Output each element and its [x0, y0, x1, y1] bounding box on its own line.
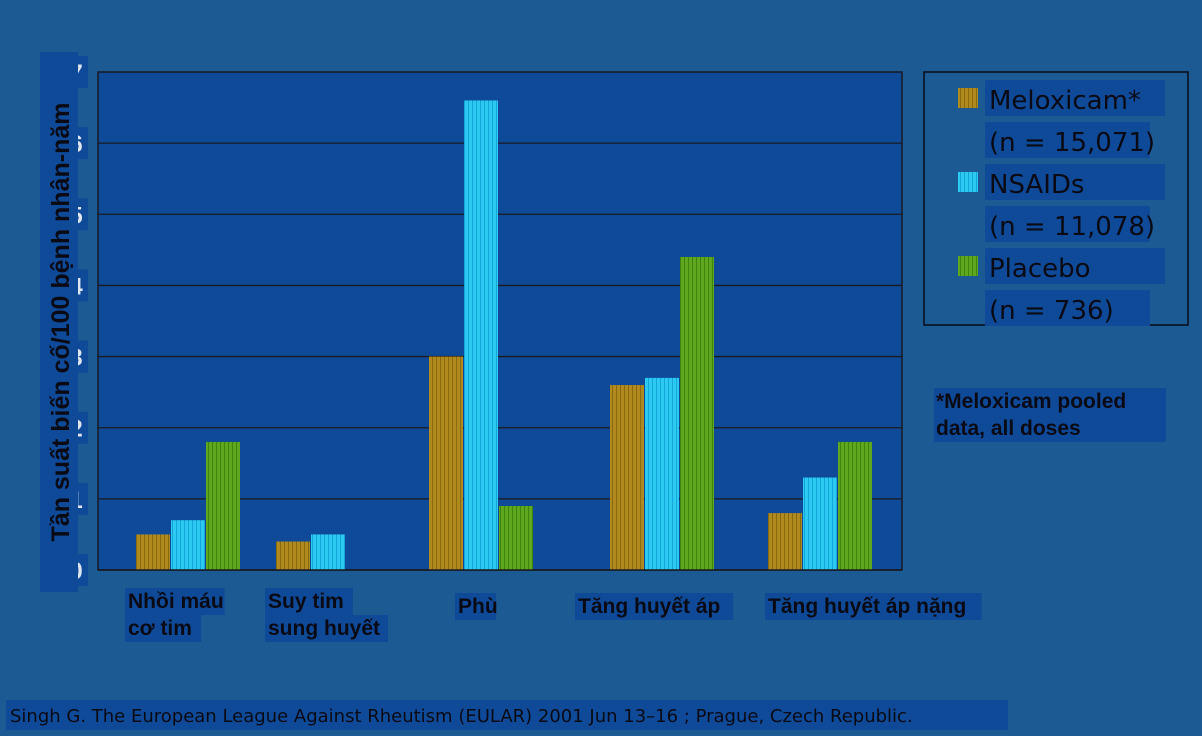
legend-n-meloxicam: (n = 15,071) — [989, 128, 1155, 158]
citation: Singh G. The European League Against Rhe… — [10, 706, 913, 727]
bar-meloxicam-cat-4 — [610, 385, 644, 570]
category-label: Nhồi máu — [128, 590, 224, 613]
bar-placebo-cat-4 — [680, 256, 714, 570]
y-axis-label: Tần suất biến cố/100 bệnh nhân-năm — [47, 103, 75, 542]
legend-label-placebo: Placebo — [989, 254, 1091, 284]
bars-group — [136, 100, 872, 570]
bar-meloxicam-cat-5 — [768, 513, 802, 570]
footnote-line-2: data, all doses — [936, 417, 1081, 440]
bar-nsaids-cat-5 — [803, 477, 837, 570]
legend-name-highlight — [985, 248, 1165, 284]
bar-meloxicam-cat-3 — [429, 356, 463, 570]
category-label: cơ tim — [128, 617, 192, 640]
legend-label-meloxicam: Meloxicam* — [989, 86, 1141, 116]
category-label: sung huyết — [268, 617, 380, 640]
bar-nsaids-cat-3 — [464, 100, 498, 570]
legend-swatch-meloxicam — [958, 88, 978, 108]
legend-n-placebo: (n = 736) — [989, 296, 1114, 326]
category-label: Tăng huyết áp nặng — [768, 595, 966, 618]
y-axis-label-highlight — [40, 52, 78, 592]
category-label-highlight — [455, 593, 497, 620]
footnote-highlight — [934, 388, 1166, 442]
category-label-highlight — [125, 588, 225, 615]
bar-meloxicam-cat-1 — [136, 534, 170, 570]
legend-label-nsaids: NSAIDs — [989, 170, 1084, 200]
legend-name-highlight — [985, 164, 1165, 200]
legend-swatch-placebo — [958, 256, 978, 276]
category-label-highlight — [265, 615, 388, 642]
category-label-highlight — [265, 588, 353, 615]
bar-nsaids-cat-2 — [311, 534, 345, 570]
bar-nsaids-cat-1 — [171, 520, 205, 570]
footnote-line-1: *Meloxicam pooled — [936, 390, 1126, 413]
category-label: Tăng huyết áp — [578, 595, 720, 618]
legend-name-highlight — [985, 80, 1165, 116]
bar-placebo-cat-3 — [499, 505, 533, 570]
category-label: Suy tim — [268, 590, 344, 613]
legend: Meloxicam* (n = 15,071) NSAIDs (n = 11,078)… — [958, 80, 1165, 326]
category-labels: Nhồi máu cơ tim Suy tim sung huyết Phù Tăng h… — [125, 588, 982, 642]
category-label-highlight — [125, 615, 202, 642]
category-label-highlight — [575, 593, 734, 620]
bar-placebo-cat-5 — [838, 441, 872, 570]
bar-placebo-cat-1 — [206, 441, 240, 570]
legend-swatch-nsaids — [958, 172, 978, 192]
legend-n-nsaids: (n = 11,078) — [989, 212, 1155, 242]
legend-n-highlight — [985, 290, 1150, 326]
bar-nsaids-cat-4 — [645, 377, 679, 570]
citation-highlight — [6, 700, 1008, 730]
category-label-highlight — [765, 593, 982, 620]
category-label: Phù — [458, 595, 498, 618]
legend-n-highlight — [985, 122, 1150, 158]
bar-meloxicam-cat-2 — [276, 541, 310, 570]
legend-n-highlight — [985, 206, 1150, 242]
